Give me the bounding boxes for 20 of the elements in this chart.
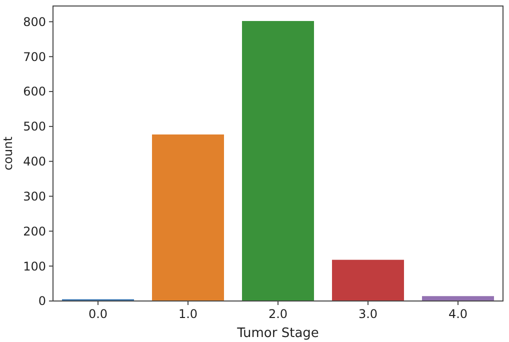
x-tick-label: 2.0 — [268, 307, 288, 321]
y-tick-label: 100 — [23, 259, 46, 274]
y-tick-label: 600 — [23, 84, 46, 99]
y-tick-label: 0 — [38, 294, 46, 308]
x-axis-title: Tumor Stage — [236, 326, 319, 341]
x-tick-label: 0.0 — [88, 307, 108, 321]
x-tick-label: 4.0 — [448, 307, 468, 321]
x-tick-label: 3.0 — [358, 307, 378, 321]
y-axis-title: count — [1, 136, 15, 170]
y-tick-label: 700 — [23, 50, 46, 64]
y-tick-label: 300 — [23, 189, 46, 204]
y-tick-label: 800 — [23, 14, 46, 29]
bar — [242, 21, 314, 301]
bar — [152, 134, 224, 301]
bar — [332, 260, 404, 301]
y-tick-label: 200 — [23, 224, 46, 238]
y-tick-label: 500 — [23, 120, 46, 134]
bar — [422, 296, 494, 301]
x-tick-label: 1.0 — [178, 307, 198, 321]
y-tick-label: 400 — [23, 154, 46, 169]
